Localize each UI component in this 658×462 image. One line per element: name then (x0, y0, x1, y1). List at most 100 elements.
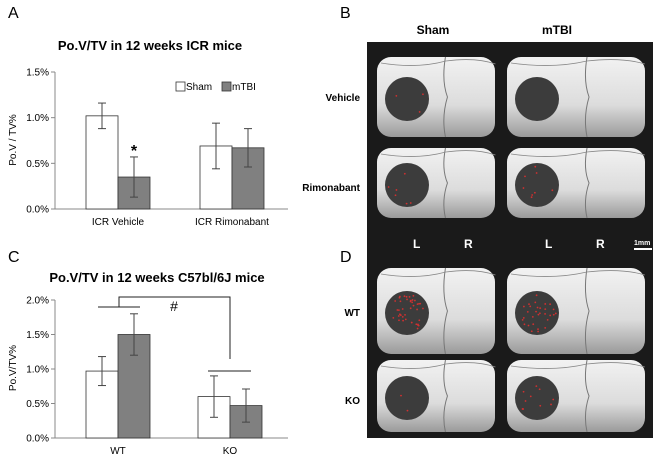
scan-vehicle-mtbi (507, 56, 645, 138)
porosity-dot (535, 310, 537, 313)
porosity-dot (538, 312, 541, 315)
porosity-dot (398, 313, 401, 316)
porosity-dot (537, 330, 540, 333)
porosity-dot (534, 301, 537, 304)
scale-bar-label: 1mm (634, 240, 650, 247)
porosity-dot (522, 317, 525, 319)
porosity-dot (418, 319, 421, 322)
porosity-dot (400, 394, 402, 397)
scan-vehicle-sham (377, 56, 496, 138)
porosity-dot (394, 300, 397, 302)
suture-line (584, 359, 590, 433)
porosity-dot (417, 324, 420, 327)
lesion-region (385, 77, 429, 121)
porosity-dot (415, 323, 418, 326)
porosity-dot (387, 186, 390, 188)
porosity-dot (524, 400, 527, 402)
panel-letter-a: A (8, 5, 19, 22)
porosity-dot (404, 318, 407, 321)
suture-line (510, 150, 645, 157)
row-label-rimonabant: Rimonabant (302, 183, 360, 194)
porosity-dot (552, 398, 555, 401)
porosity-dot (398, 296, 401, 299)
porosity-dot (549, 314, 552, 317)
porosity-dot (416, 308, 419, 311)
porosity-dot (406, 298, 408, 301)
x-tick-label: WT (110, 446, 126, 457)
porosity-dot (524, 175, 526, 178)
porosity-dot (549, 303, 552, 306)
porosity-dot (529, 305, 532, 308)
chart-c: Po.V/TV in 12 weeks C57bl/6J mice Po.V/T… (8, 270, 288, 457)
porosity-dot (410, 321, 413, 324)
porosity-dot (522, 408, 525, 410)
suture-line (380, 362, 496, 369)
panel-letter-c: C (8, 249, 20, 266)
suture-line (510, 59, 645, 66)
panel-letter-d: D (340, 249, 352, 266)
suture-line (443, 56, 448, 138)
porosity-dot (405, 202, 408, 205)
lesion-region (385, 376, 429, 420)
lesion-region (385, 163, 429, 207)
porosity-dot (398, 319, 400, 322)
panel-letter-b: B (340, 5, 351, 22)
porosity-dot (531, 316, 534, 318)
porosity-dot (523, 323, 526, 326)
x-tick-label: KO (223, 446, 238, 457)
porosity-dot (521, 318, 524, 321)
suture-line (584, 267, 590, 355)
porosity-dot (416, 327, 419, 330)
porosity-dot (531, 194, 534, 196)
porosity-dot (397, 315, 400, 317)
chart-c-ylabel: Po.V/TV% (8, 345, 19, 391)
porosity-dot (522, 390, 525, 393)
scan-rimonabant-mtbi (507, 147, 645, 219)
porosity-dot (403, 295, 406, 298)
y-tick-label: 0.5% (26, 159, 49, 170)
porosity-dot (528, 303, 530, 305)
porosity-dot (422, 307, 424, 310)
lesion-region (515, 163, 559, 207)
porosity-dot (392, 316, 395, 319)
legend-swatch-sham (175, 81, 186, 92)
porosity-dot (554, 312, 557, 315)
lesion-region (515, 77, 559, 121)
porosity-dot (530, 330, 533, 333)
porosity-dot (414, 299, 416, 302)
side-label-right-2: R (596, 237, 605, 251)
suture-line (584, 56, 590, 138)
suture-line (380, 59, 496, 66)
porosity-dot (416, 303, 419, 306)
porosity-dot (527, 324, 530, 327)
col-header-sham: Sham (417, 23, 450, 37)
chart-a-title: Po.V/TV in 12 weeks ICR mice (58, 38, 242, 53)
x-tick-label: ICR Rimonabant (195, 217, 269, 228)
y-tick-label: 0.0% (26, 434, 49, 445)
porosity-dot (402, 319, 405, 322)
porosity-dot (411, 299, 414, 301)
y-tick-label: 1.5% (26, 68, 49, 79)
porosity-dot (406, 409, 409, 412)
row-label-ko: KO (345, 396, 360, 407)
lesion-region (515, 291, 559, 335)
suture-line (510, 362, 645, 369)
porosity-dot (552, 308, 555, 311)
porosity-dot (409, 202, 412, 204)
row-label-vehicle: Vehicle (326, 93, 361, 104)
chart-a-ylabel: Po.V / TV% (8, 114, 19, 166)
legend-label-mtbi: mTBI (232, 82, 256, 93)
porosity-dot (537, 328, 539, 331)
porosity-dot (405, 295, 408, 298)
x-tick-label: ICR Vehicle (92, 217, 145, 228)
porosity-dot (401, 308, 404, 310)
porosity-dot (401, 315, 404, 318)
porosity-dot (530, 196, 533, 199)
porosity-dot (411, 301, 414, 304)
porosity-dot (535, 294, 538, 297)
side-label-right-1: R (464, 237, 473, 251)
porosity-dot (419, 302, 422, 305)
porosity-dot (523, 305, 525, 308)
porosity-dot (399, 300, 402, 303)
